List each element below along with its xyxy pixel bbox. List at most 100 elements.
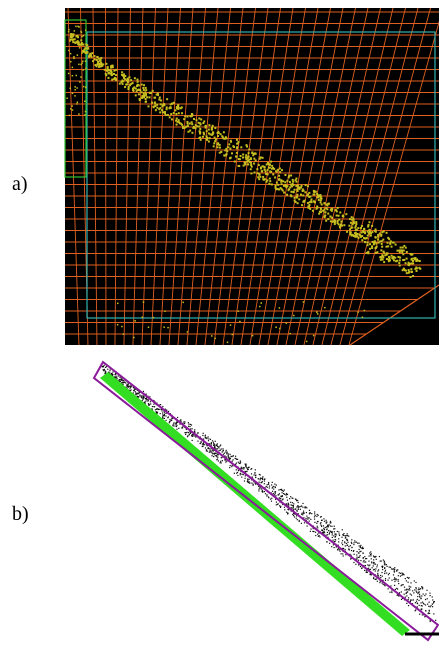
point bbox=[256, 168, 259, 171]
point bbox=[275, 188, 278, 191]
point bbox=[255, 483, 257, 485]
point bbox=[142, 395, 144, 397]
point bbox=[284, 509, 286, 511]
point bbox=[326, 521, 328, 523]
point bbox=[245, 154, 248, 157]
point bbox=[415, 587, 417, 589]
point bbox=[355, 558, 357, 560]
point bbox=[358, 548, 360, 551]
point bbox=[367, 252, 370, 255]
grid-line bbox=[249, 7, 306, 346]
point bbox=[418, 593, 421, 595]
point bbox=[210, 442, 213, 444]
point bbox=[429, 619, 431, 621]
point bbox=[272, 166, 275, 169]
point bbox=[270, 500, 273, 502]
point bbox=[351, 226, 354, 229]
point bbox=[319, 199, 322, 202]
point bbox=[370, 558, 372, 560]
point bbox=[413, 580, 415, 582]
point bbox=[321, 529, 324, 532]
point bbox=[216, 135, 219, 138]
point bbox=[68, 28, 70, 31]
point bbox=[385, 245, 388, 248]
point bbox=[297, 505, 299, 507]
point bbox=[231, 333, 234, 336]
point bbox=[310, 201, 313, 204]
point bbox=[412, 262, 415, 265]
point bbox=[85, 67, 87, 70]
point bbox=[424, 616, 426, 618]
point bbox=[338, 534, 341, 537]
point bbox=[421, 586, 423, 588]
point bbox=[258, 173, 261, 176]
point bbox=[386, 565, 388, 567]
point bbox=[317, 194, 320, 197]
point bbox=[262, 165, 265, 168]
grid-line bbox=[132, 7, 144, 346]
point-cloud bbox=[66, 25, 422, 344]
point bbox=[365, 237, 368, 240]
point bbox=[175, 117, 178, 120]
point bbox=[390, 245, 393, 248]
point bbox=[275, 484, 277, 486]
point bbox=[374, 246, 377, 249]
point bbox=[306, 185, 309, 188]
point bbox=[168, 107, 171, 110]
point bbox=[405, 592, 407, 595]
point bbox=[387, 579, 389, 581]
point bbox=[259, 487, 261, 489]
point bbox=[331, 220, 334, 223]
point bbox=[405, 580, 408, 582]
point bbox=[391, 590, 393, 592]
point bbox=[298, 198, 301, 201]
point bbox=[325, 203, 328, 206]
point bbox=[280, 488, 283, 490]
point bbox=[235, 462, 237, 464]
point bbox=[376, 251, 379, 254]
point bbox=[326, 204, 329, 207]
point bbox=[424, 594, 426, 597]
point bbox=[160, 109, 163, 112]
point bbox=[239, 462, 241, 464]
point bbox=[296, 510, 298, 512]
point bbox=[326, 208, 329, 211]
point bbox=[271, 490, 274, 492]
point bbox=[70, 35, 73, 38]
point bbox=[319, 516, 322, 518]
point bbox=[371, 247, 374, 250]
point bbox=[297, 184, 300, 187]
point bbox=[366, 241, 369, 244]
point bbox=[292, 314, 295, 317]
point bbox=[398, 251, 401, 254]
point bbox=[182, 125, 185, 128]
point bbox=[278, 497, 280, 499]
point bbox=[258, 490, 260, 492]
point bbox=[399, 256, 402, 259]
point bbox=[84, 47, 87, 50]
point bbox=[142, 398, 144, 400]
point bbox=[390, 254, 393, 257]
grid-line bbox=[294, 7, 369, 346]
point bbox=[216, 443, 218, 445]
point bbox=[90, 55, 93, 58]
point bbox=[129, 389, 131, 392]
point bbox=[274, 486, 276, 489]
point bbox=[274, 498, 277, 500]
point bbox=[198, 136, 201, 139]
point bbox=[423, 603, 425, 605]
point bbox=[377, 572, 379, 574]
point bbox=[82, 85, 85, 88]
point bbox=[77, 36, 80, 39]
point bbox=[267, 166, 270, 169]
point bbox=[162, 414, 164, 416]
point bbox=[153, 101, 156, 104]
point bbox=[161, 111, 164, 114]
point bbox=[191, 113, 194, 116]
point bbox=[86, 47, 89, 50]
point bbox=[403, 258, 406, 261]
point bbox=[332, 220, 335, 223]
point bbox=[137, 84, 140, 87]
point bbox=[302, 514, 304, 516]
point bbox=[126, 384, 128, 386]
